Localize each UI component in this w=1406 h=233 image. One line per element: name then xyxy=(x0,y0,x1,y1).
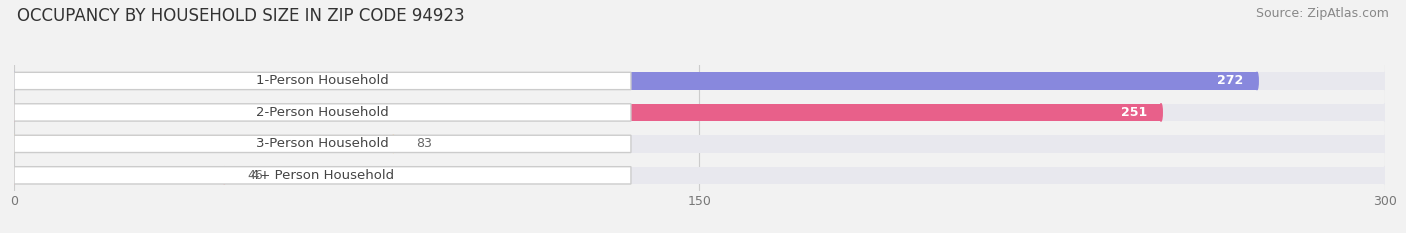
Circle shape xyxy=(13,72,15,90)
Circle shape xyxy=(13,135,15,153)
Text: 1-Person Household: 1-Person Household xyxy=(256,75,389,87)
Bar xyxy=(14,135,1385,153)
Circle shape xyxy=(13,72,15,90)
Circle shape xyxy=(1160,104,1163,121)
Circle shape xyxy=(1384,167,1386,184)
Text: 46: 46 xyxy=(247,169,263,182)
Text: 83: 83 xyxy=(416,137,432,150)
Bar xyxy=(14,72,1257,90)
Text: 4+ Person Household: 4+ Person Household xyxy=(250,169,394,182)
Circle shape xyxy=(1384,104,1386,121)
Text: 3-Person Household: 3-Person Household xyxy=(256,137,389,150)
Circle shape xyxy=(13,104,15,121)
Text: 2-Person Household: 2-Person Household xyxy=(256,106,389,119)
Bar xyxy=(14,167,225,184)
Circle shape xyxy=(13,167,15,184)
Bar xyxy=(14,135,394,153)
Bar xyxy=(14,104,1385,121)
Text: 251: 251 xyxy=(1121,106,1147,119)
Circle shape xyxy=(1256,72,1258,90)
Circle shape xyxy=(13,167,15,184)
Circle shape xyxy=(1384,135,1386,153)
Text: 272: 272 xyxy=(1218,75,1243,87)
FancyBboxPatch shape xyxy=(14,167,631,184)
Circle shape xyxy=(224,167,225,184)
Text: Source: ZipAtlas.com: Source: ZipAtlas.com xyxy=(1256,7,1389,20)
Circle shape xyxy=(13,104,15,121)
Circle shape xyxy=(392,135,395,153)
Circle shape xyxy=(13,135,15,153)
FancyBboxPatch shape xyxy=(14,135,631,153)
FancyBboxPatch shape xyxy=(14,72,631,90)
Text: OCCUPANCY BY HOUSEHOLD SIZE IN ZIP CODE 94923: OCCUPANCY BY HOUSEHOLD SIZE IN ZIP CODE … xyxy=(17,7,464,25)
Circle shape xyxy=(1384,72,1386,90)
Bar xyxy=(14,104,1161,121)
Bar xyxy=(14,167,1385,184)
Bar xyxy=(14,72,1385,90)
FancyBboxPatch shape xyxy=(14,104,631,121)
